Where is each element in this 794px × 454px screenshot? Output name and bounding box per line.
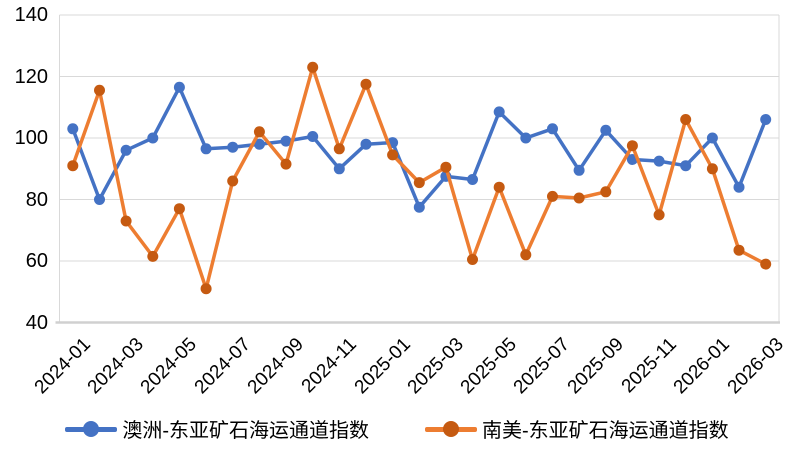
data-point	[493, 181, 505, 193]
data-point	[147, 250, 159, 262]
legend-marker-dot	[83, 420, 100, 437]
data-point	[200, 283, 212, 295]
data-point	[467, 254, 478, 265]
data-point	[227, 175, 239, 187]
plot-area	[55, 14, 780, 324]
series-line-0	[71, 85, 768, 209]
data-point	[173, 203, 185, 215]
legend: 澳洲-东亚矿石海运通道指数 南美-东亚矿石海运通道指数	[0, 414, 794, 443]
legend-label: 南美-东亚矿石海运通道指数	[482, 420, 729, 442]
y-tick-label: 140	[14, 4, 48, 26]
data-point	[307, 61, 319, 73]
data-point	[600, 124, 612, 136]
data-point	[413, 201, 425, 213]
y-tick-label: 120	[14, 65, 48, 88]
data-point	[280, 135, 292, 147]
data-point	[733, 181, 745, 193]
data-point	[360, 78, 372, 90]
data-point	[760, 114, 772, 125]
data-point	[520, 132, 532, 144]
y-tick-label: 40	[25, 311, 48, 334]
data-point	[333, 143, 345, 155]
data-point	[653, 209, 665, 221]
data-point	[200, 143, 212, 155]
data-point	[520, 249, 532, 261]
data-point	[227, 141, 239, 153]
data-point	[493, 106, 505, 118]
data-point	[547, 123, 558, 135]
data-point	[120, 215, 132, 227]
data-point	[733, 244, 745, 256]
data-point	[94, 84, 105, 96]
data-point	[67, 123, 79, 135]
y-tick-label: 60	[25, 250, 48, 272]
data-point	[680, 114, 692, 125]
data-point	[173, 81, 185, 93]
data-point	[547, 190, 558, 202]
legend-line-marker-icon	[65, 420, 118, 437]
data-point	[333, 163, 345, 175]
y-tick-label: 100	[14, 127, 48, 149]
data-point	[253, 126, 265, 138]
data-point	[573, 192, 585, 204]
data-point	[760, 258, 772, 270]
data-point	[307, 131, 319, 142]
data-point	[94, 194, 105, 205]
legend-label: 澳洲-东亚矿石海运通道指数	[122, 420, 369, 442]
data-point	[280, 158, 292, 170]
data-point	[706, 132, 718, 144]
legend-marker-dot	[443, 420, 459, 437]
data-point	[360, 138, 372, 150]
data-point	[67, 160, 79, 172]
data-point	[440, 161, 452, 173]
data-point	[147, 132, 159, 144]
y-tick-label: 80	[25, 188, 48, 211]
data-point	[120, 144, 132, 156]
data-point	[600, 186, 612, 198]
data-point	[467, 174, 478, 185]
legend-item-1: 南美-东亚矿石海运通道指数	[425, 414, 729, 443]
data-point	[706, 163, 718, 175]
data-point	[253, 138, 265, 150]
data-point	[680, 160, 692, 172]
data-point	[626, 140, 638, 152]
data-point	[573, 164, 585, 176]
legend-line-marker-icon	[425, 420, 477, 437]
data-point	[653, 155, 665, 167]
data-point	[413, 177, 425, 189]
legend-item-0: 澳洲-东亚矿石海运通道指数	[65, 414, 369, 443]
data-point	[387, 149, 399, 161]
